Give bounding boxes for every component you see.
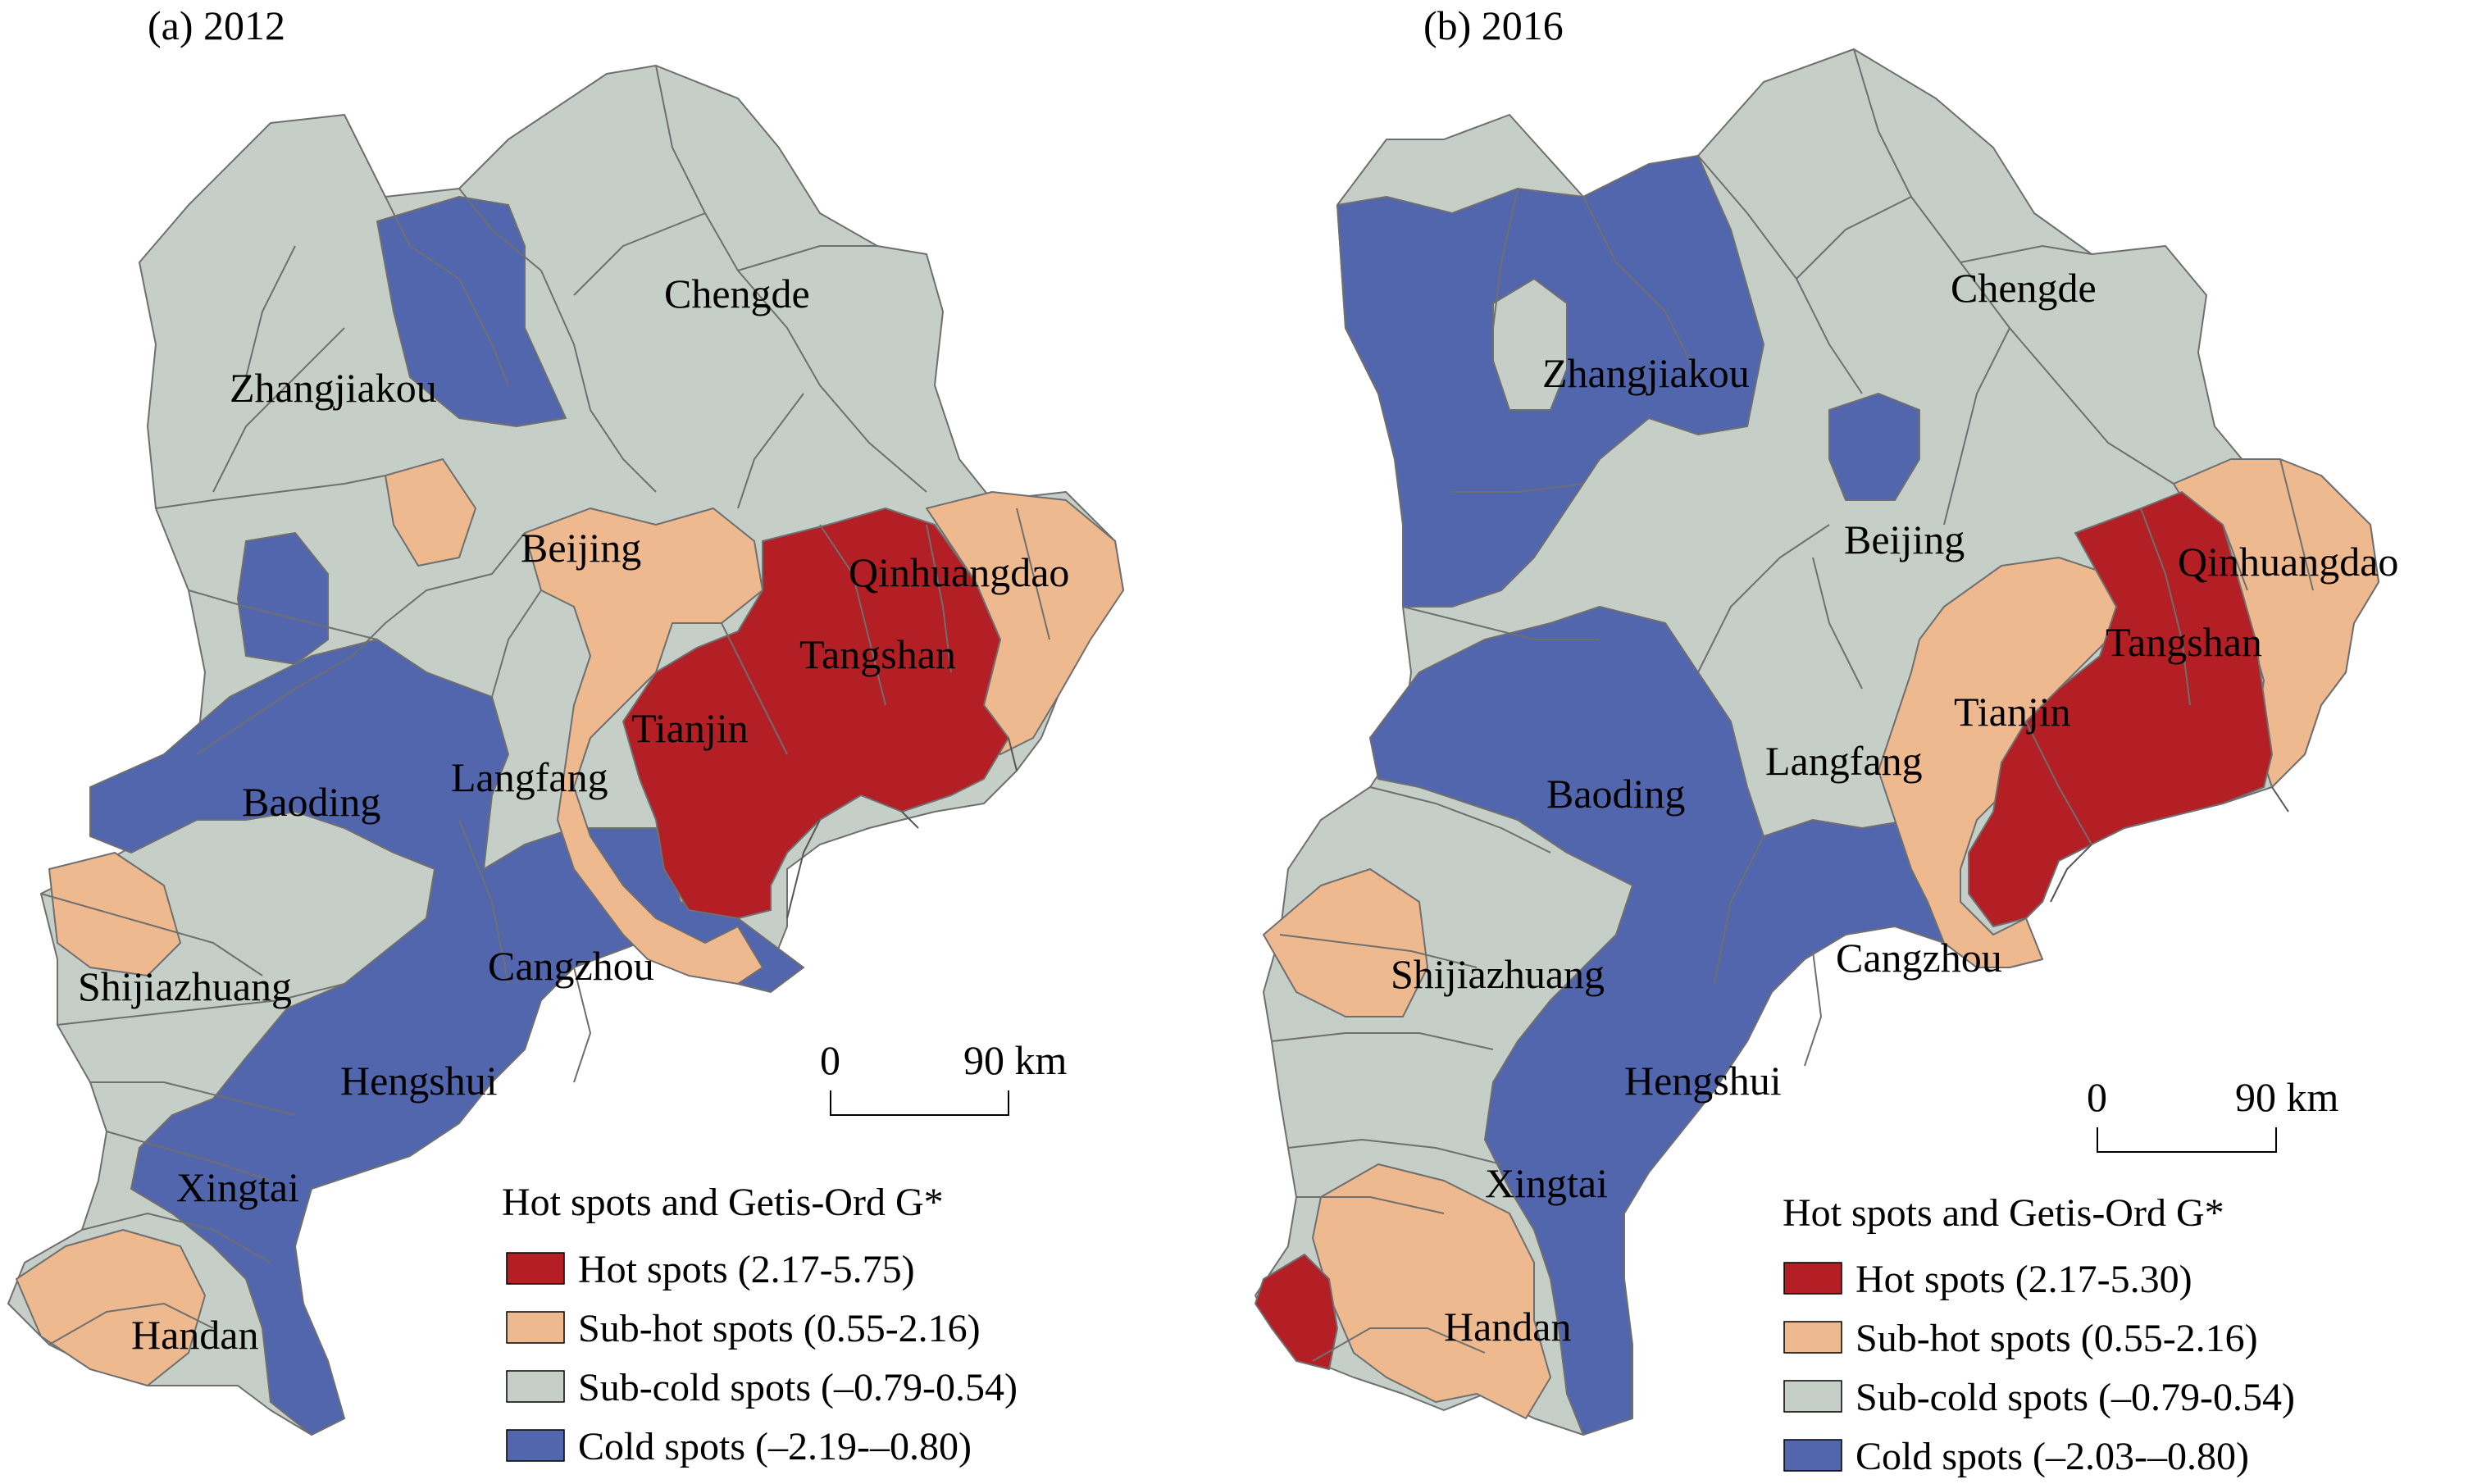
city-label-tangshan: Tangshan (2106, 619, 2262, 665)
legend: Hot spots and Getis-Ord G* Hot spots (2.… (1783, 1191, 2295, 1478)
scale-bar: 0 90 km (820, 1037, 1068, 1116)
region-cold (376, 196, 567, 427)
scale-bar: 0 90 km (2087, 1074, 2339, 1153)
city-label-tianjin: Tianjin (631, 705, 749, 751)
city-label-handan: Handan (131, 1312, 259, 1358)
city-label-cangzhou: Cangzhou (1836, 935, 2002, 981)
legend-label-subhot: Sub-hot spots (0.55-2.16) (578, 1307, 981, 1350)
scale-zero-label: 0 (2087, 1074, 2107, 1120)
city-label-xingtai: Xingtai (1485, 1160, 1608, 1206)
legend-title: Hot spots and Getis-Ord G* (1783, 1191, 2224, 1235)
city-label-baoding: Baoding (242, 779, 380, 825)
region-cold (237, 532, 329, 665)
city-label-zhangjiakou: Zhangjiakou (230, 365, 437, 411)
scale-end-label: 90 km (963, 1037, 1068, 1083)
region-hot (622, 508, 1009, 919)
legend-swatch-subhot (1783, 1321, 1842, 1354)
legend-swatch-cold (1783, 1439, 1842, 1472)
region-cold (1828, 393, 1920, 501)
city-label-qinhuangdao: Qinhuangdao (849, 549, 1069, 595)
city-label-xingtai: Xingtai (176, 1164, 299, 1210)
city-label-cangzhou: Cangzhou (488, 943, 654, 989)
city-label-shijiazhuang: Shijiazhuang (1391, 951, 1605, 997)
legend-label-cold: Cold spots (–2.03-–0.80) (1855, 1435, 2249, 1478)
legend-label-hot: Hot spots (2.17-5.30) (1855, 1258, 2192, 1301)
legend-swatch-cold (506, 1429, 565, 1462)
legend-swatch-hot (1783, 1262, 1842, 1295)
region-hot (1254, 1254, 1338, 1370)
map-panel-2012: Chengde Zhangjiakou Beijing Qinhuangdao … (0, 0, 1238, 1484)
region-cold (89, 639, 804, 1436)
map-2016: Chengde Zhangjiakou Beijing Qinhuangdao … (1254, 2, 2398, 1478)
city-label-beijing: Beijing (521, 525, 641, 571)
city-label-langfang: Langfang (451, 754, 608, 800)
legend-title: Hot spots and Getis-Ord G* (502, 1181, 944, 1224)
city-label-hengshui: Hengshui (1624, 1058, 1782, 1104)
city-label-handan: Handan (1444, 1304, 1572, 1350)
city-label-shijiazhuang: Shijiazhuang (78, 963, 292, 1009)
region-subcold (1492, 278, 1568, 411)
map-2012: Chengde Zhangjiakou Beijing Qinhuangdao … (7, 2, 1124, 1468)
city-label-langfang: Langfang (1765, 738, 1923, 784)
legend-swatch-subcold (506, 1370, 565, 1403)
legend-swatch-subhot (506, 1311, 565, 1344)
city-label-baoding: Baoding (1546, 771, 1685, 817)
legend: Hot spots and Getis-Ord G* Hot spots (2.… (502, 1181, 1018, 1468)
legend-label-cold: Cold spots (–2.19-–0.80) (578, 1425, 972, 1468)
coastline (786, 737, 1018, 919)
scale-zero-label: 0 (820, 1037, 840, 1083)
city-label-zhangjiakou: Zhangjiakou (1542, 350, 1750, 396)
panel-title: (a) 2012 (148, 2, 285, 48)
legend-swatch-subcold (1783, 1380, 1842, 1413)
region-subhot (1312, 1163, 1551, 1419)
city-label-chengde: Chengde (664, 271, 810, 316)
scale-end-label: 90 km (2235, 1074, 2339, 1120)
city-label-chengde: Chengde (1951, 265, 2097, 311)
city-label-qinhuangdao: Qinhuangdao (2178, 539, 2398, 585)
region-subhot (385, 458, 476, 567)
legend-label-hot: Hot spots (2.17-5.75) (578, 1248, 915, 1291)
coastline (2050, 786, 2289, 903)
legend-swatch-hot (506, 1252, 565, 1285)
panel-title: (b) 2016 (1423, 2, 1564, 48)
city-label-beijing: Beijing (1844, 517, 1965, 562)
city-label-tianjin: Tianjin (1954, 689, 2071, 735)
legend-label-subhot: Sub-hot spots (0.55-2.16) (1855, 1317, 2258, 1360)
region-subhot (16, 1229, 206, 1386)
region-cold (1369, 606, 2043, 1436)
legend-label-subcold: Sub-cold spots (–0.79-0.54) (578, 1366, 1018, 1409)
city-label-hengshui: Hengshui (340, 1058, 498, 1104)
legend-label-subcold: Sub-cold spots (–0.79-0.54) (1855, 1376, 2295, 1419)
city-label-tangshan: Tangshan (799, 631, 956, 677)
map-panel-2016: Chengde Zhangjiakou Beijing Qinhuangdao … (1239, 0, 2477, 1484)
